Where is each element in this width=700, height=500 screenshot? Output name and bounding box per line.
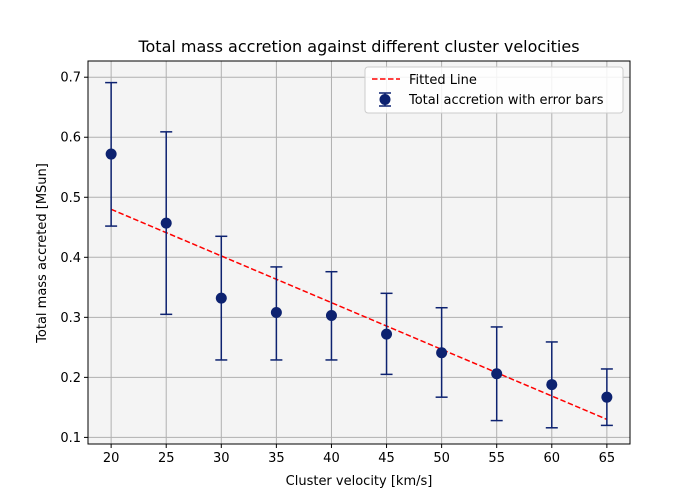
x-tick-label: 45 [378,451,395,466]
legend-box [364,66,624,114]
data-point-group [380,292,393,376]
legend-label-fitted-line: Fitted Line [409,73,477,88]
data-point-group [160,131,173,316]
data-point [160,217,172,229]
data-point-group [435,306,448,398]
data-point-group [270,266,283,361]
x-tick-label: 40 [323,451,340,466]
data-point-group [105,81,118,227]
x-axis-label: Cluster velocity [km/s] [286,474,433,489]
y-tick-label: 0.2 [60,371,81,386]
data-point [381,328,393,340]
data-point [325,310,337,322]
x-tick-label: 35 [268,451,285,466]
y-tick-label: 0.5 [60,191,81,206]
data-point-group [600,368,613,427]
fitted-line-group [110,208,608,421]
legend-swatch-error-points [379,92,391,107]
x-tick-label: 55 [488,451,505,466]
y-tick-label: 0.3 [60,311,81,326]
data-point-group [325,270,338,361]
data-point-group [545,341,558,429]
data-point [601,391,613,403]
data-point [491,368,503,380]
data-point [105,148,117,160]
grid [88,61,630,444]
y-tick-label: 0.4 [60,251,81,266]
legend: Fitted Line Total accretion with error b… [364,66,624,114]
x-tick-label: 25 [158,451,175,466]
chart-title: Total mass accretion against different c… [137,37,579,56]
data-points-group [105,81,613,429]
y-axis-label: Total mass accreted [MSun] [35,163,50,344]
data-point [436,347,448,359]
x-axis-ticks: 20 25 30 35 40 45 50 55 60 65 [103,444,615,466]
x-tick-label: 30 [213,451,230,466]
data-point-group [490,326,503,422]
x-tick-label: 65 [599,451,616,466]
y-axis-ticks: 0.1 0.2 0.3 0.4 0.5 0.6 0.7 [60,71,88,446]
data-point [270,307,282,319]
legend-label-error-points: Total accretion with error bars [408,93,604,108]
x-tick-label: 60 [544,451,561,466]
y-tick-label: 0.7 [60,71,81,86]
x-tick-label: 50 [433,451,450,466]
y-tick-label: 0.6 [60,131,81,146]
data-point-group [215,235,228,361]
plot-area [88,61,630,444]
data-point [215,292,227,304]
y-tick-label: 0.1 [60,431,81,446]
x-tick-label: 20 [103,451,120,466]
fitted-line [110,208,608,421]
plot-frame [87,60,631,445]
data-point [546,379,558,391]
